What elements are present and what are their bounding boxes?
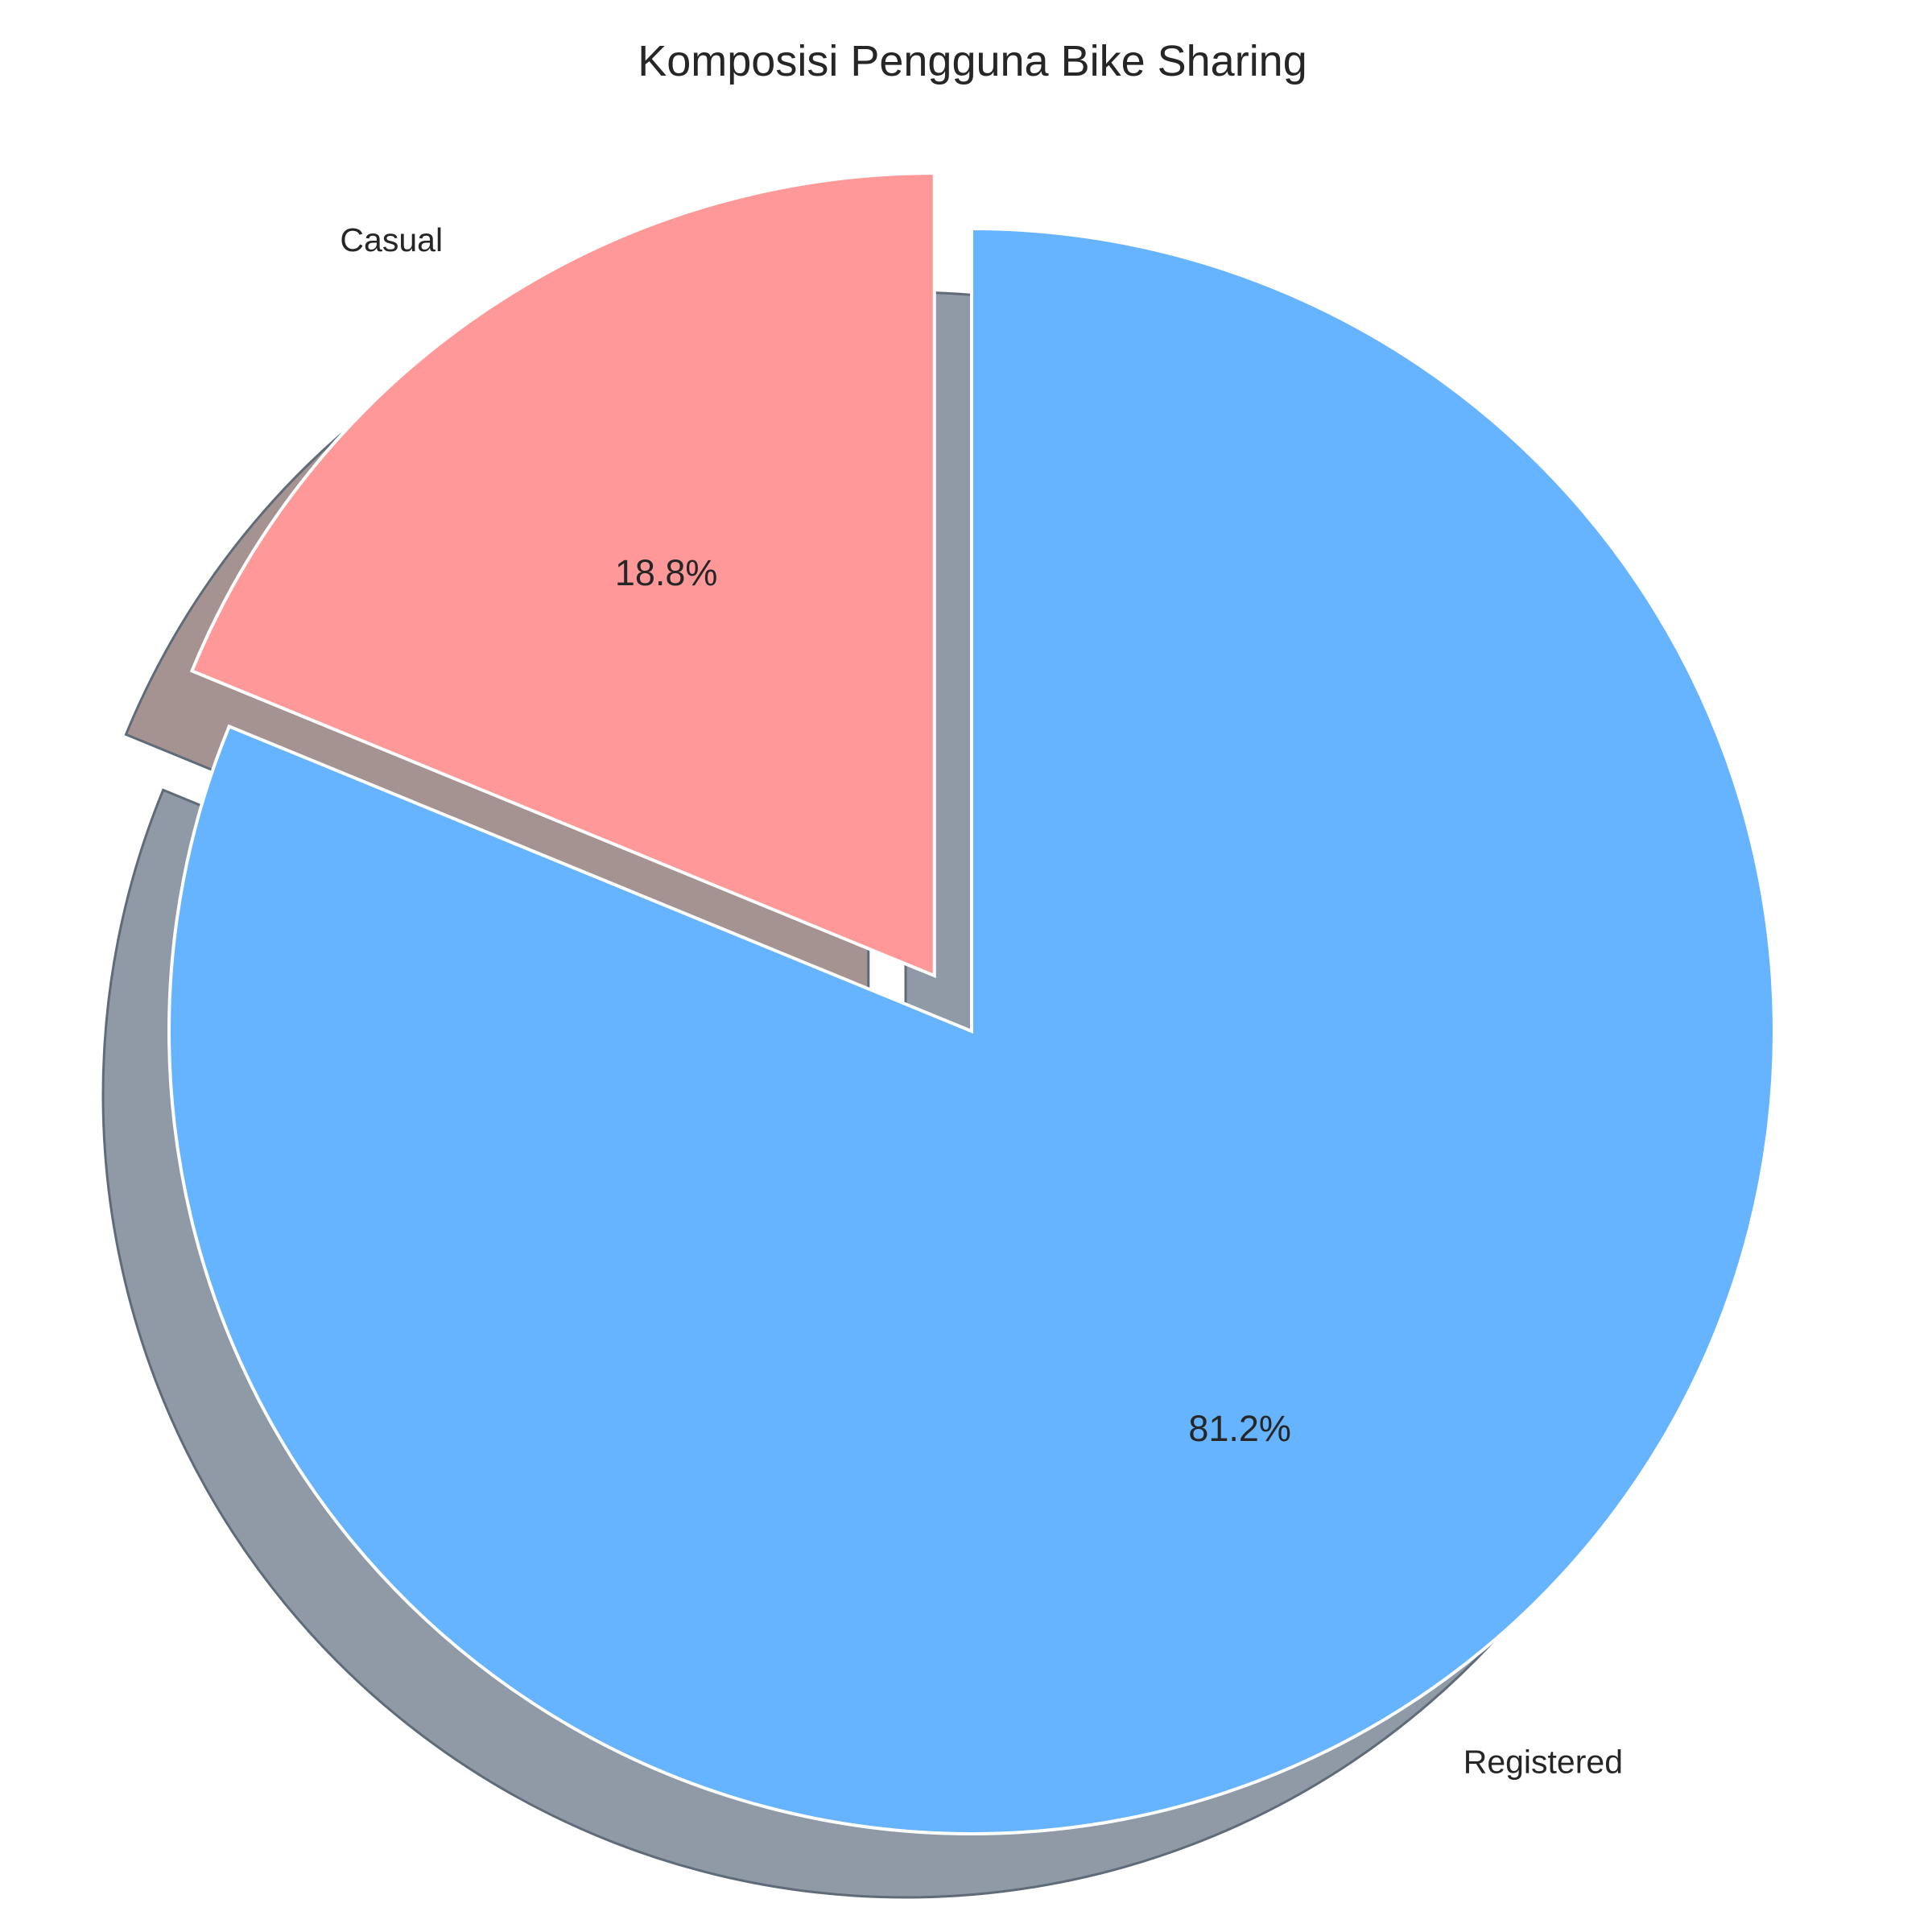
pct-label-registered: 81.2% (1188, 1408, 1291, 1449)
label-layer: Casual 18.8% Registered 81.2% (340, 221, 1623, 1781)
slice-casual (189, 171, 936, 979)
chart-title: Komposisi Pengguna Bike Sharing (638, 37, 1307, 85)
pct-label-casual: 18.8% (615, 552, 718, 593)
slice-layer (167, 171, 1776, 1835)
slice-label-registered: Registered (1463, 1744, 1623, 1781)
slice-registered (167, 226, 1776, 1835)
slice-label-casual: Casual (340, 221, 443, 258)
